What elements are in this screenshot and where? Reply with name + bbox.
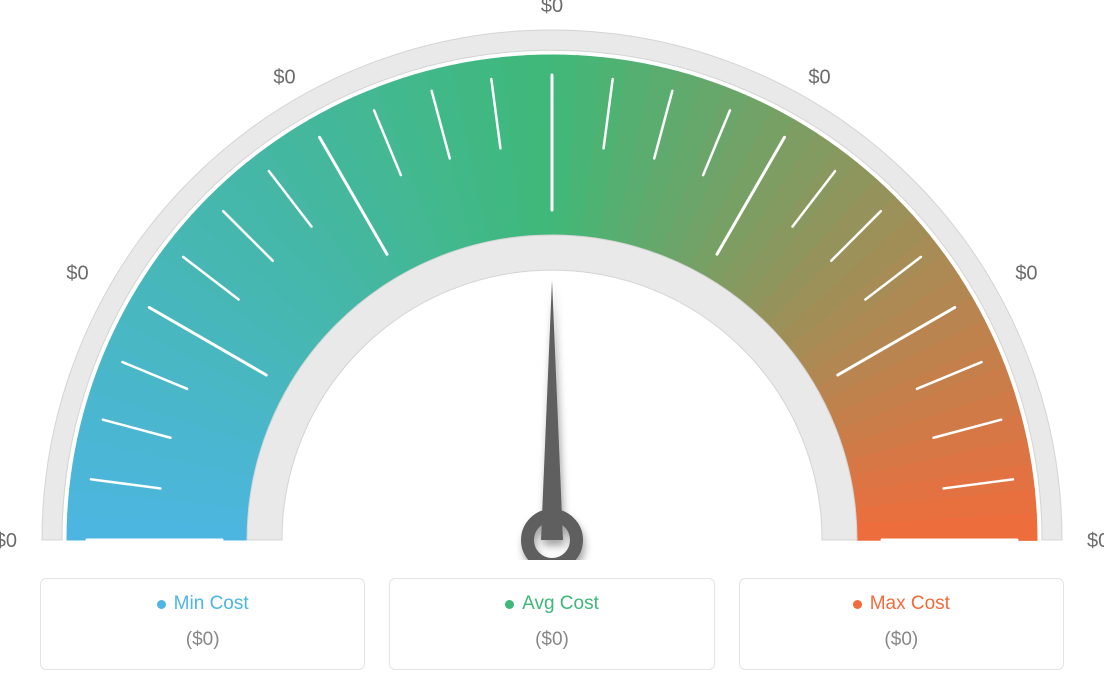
legend-value-max: ($0) [750,629,1053,651]
legend-dot-max [853,600,862,609]
svg-text:$0: $0 [541,0,563,17]
legend-label-max: Max Cost [870,593,950,615]
svg-text:$0: $0 [1015,263,1037,285]
legend-title-avg: Avg Cost [505,593,599,615]
legend-card-min: Min Cost ($0) [40,578,365,670]
legend-title-min: Min Cost [157,593,249,615]
legend-value-min: ($0) [51,629,354,651]
svg-text:$0: $0 [0,530,17,552]
legend-label-min: Min Cost [174,593,249,615]
gauge-svg: $0 $0 $0 $0 $0 $0 $0 [0,0,1104,560]
legend-card-max: Max Cost ($0) [739,578,1064,670]
legend-value-avg: ($0) [400,629,703,651]
svg-text:$0: $0 [1087,530,1104,552]
legend-title-max: Max Cost [853,593,950,615]
legend-label-avg: Avg Cost [522,593,599,615]
legend-dot-avg [505,600,514,609]
svg-text:$0: $0 [273,67,295,89]
svg-text:$0: $0 [66,263,88,285]
legend-row: Min Cost ($0) Avg Cost ($0) Max Cost ($0… [40,578,1064,670]
cost-gauge-widget: $0 $0 $0 $0 $0 $0 $0 Min Cost ($0) Avg Cost ($… [0,0,1104,690]
svg-text:$0: $0 [808,67,830,89]
gauge-chart: $0 $0 $0 $0 $0 $0 $0 [0,0,1104,560]
legend-card-avg: Avg Cost ($0) [389,578,714,670]
legend-dot-min [157,600,166,609]
